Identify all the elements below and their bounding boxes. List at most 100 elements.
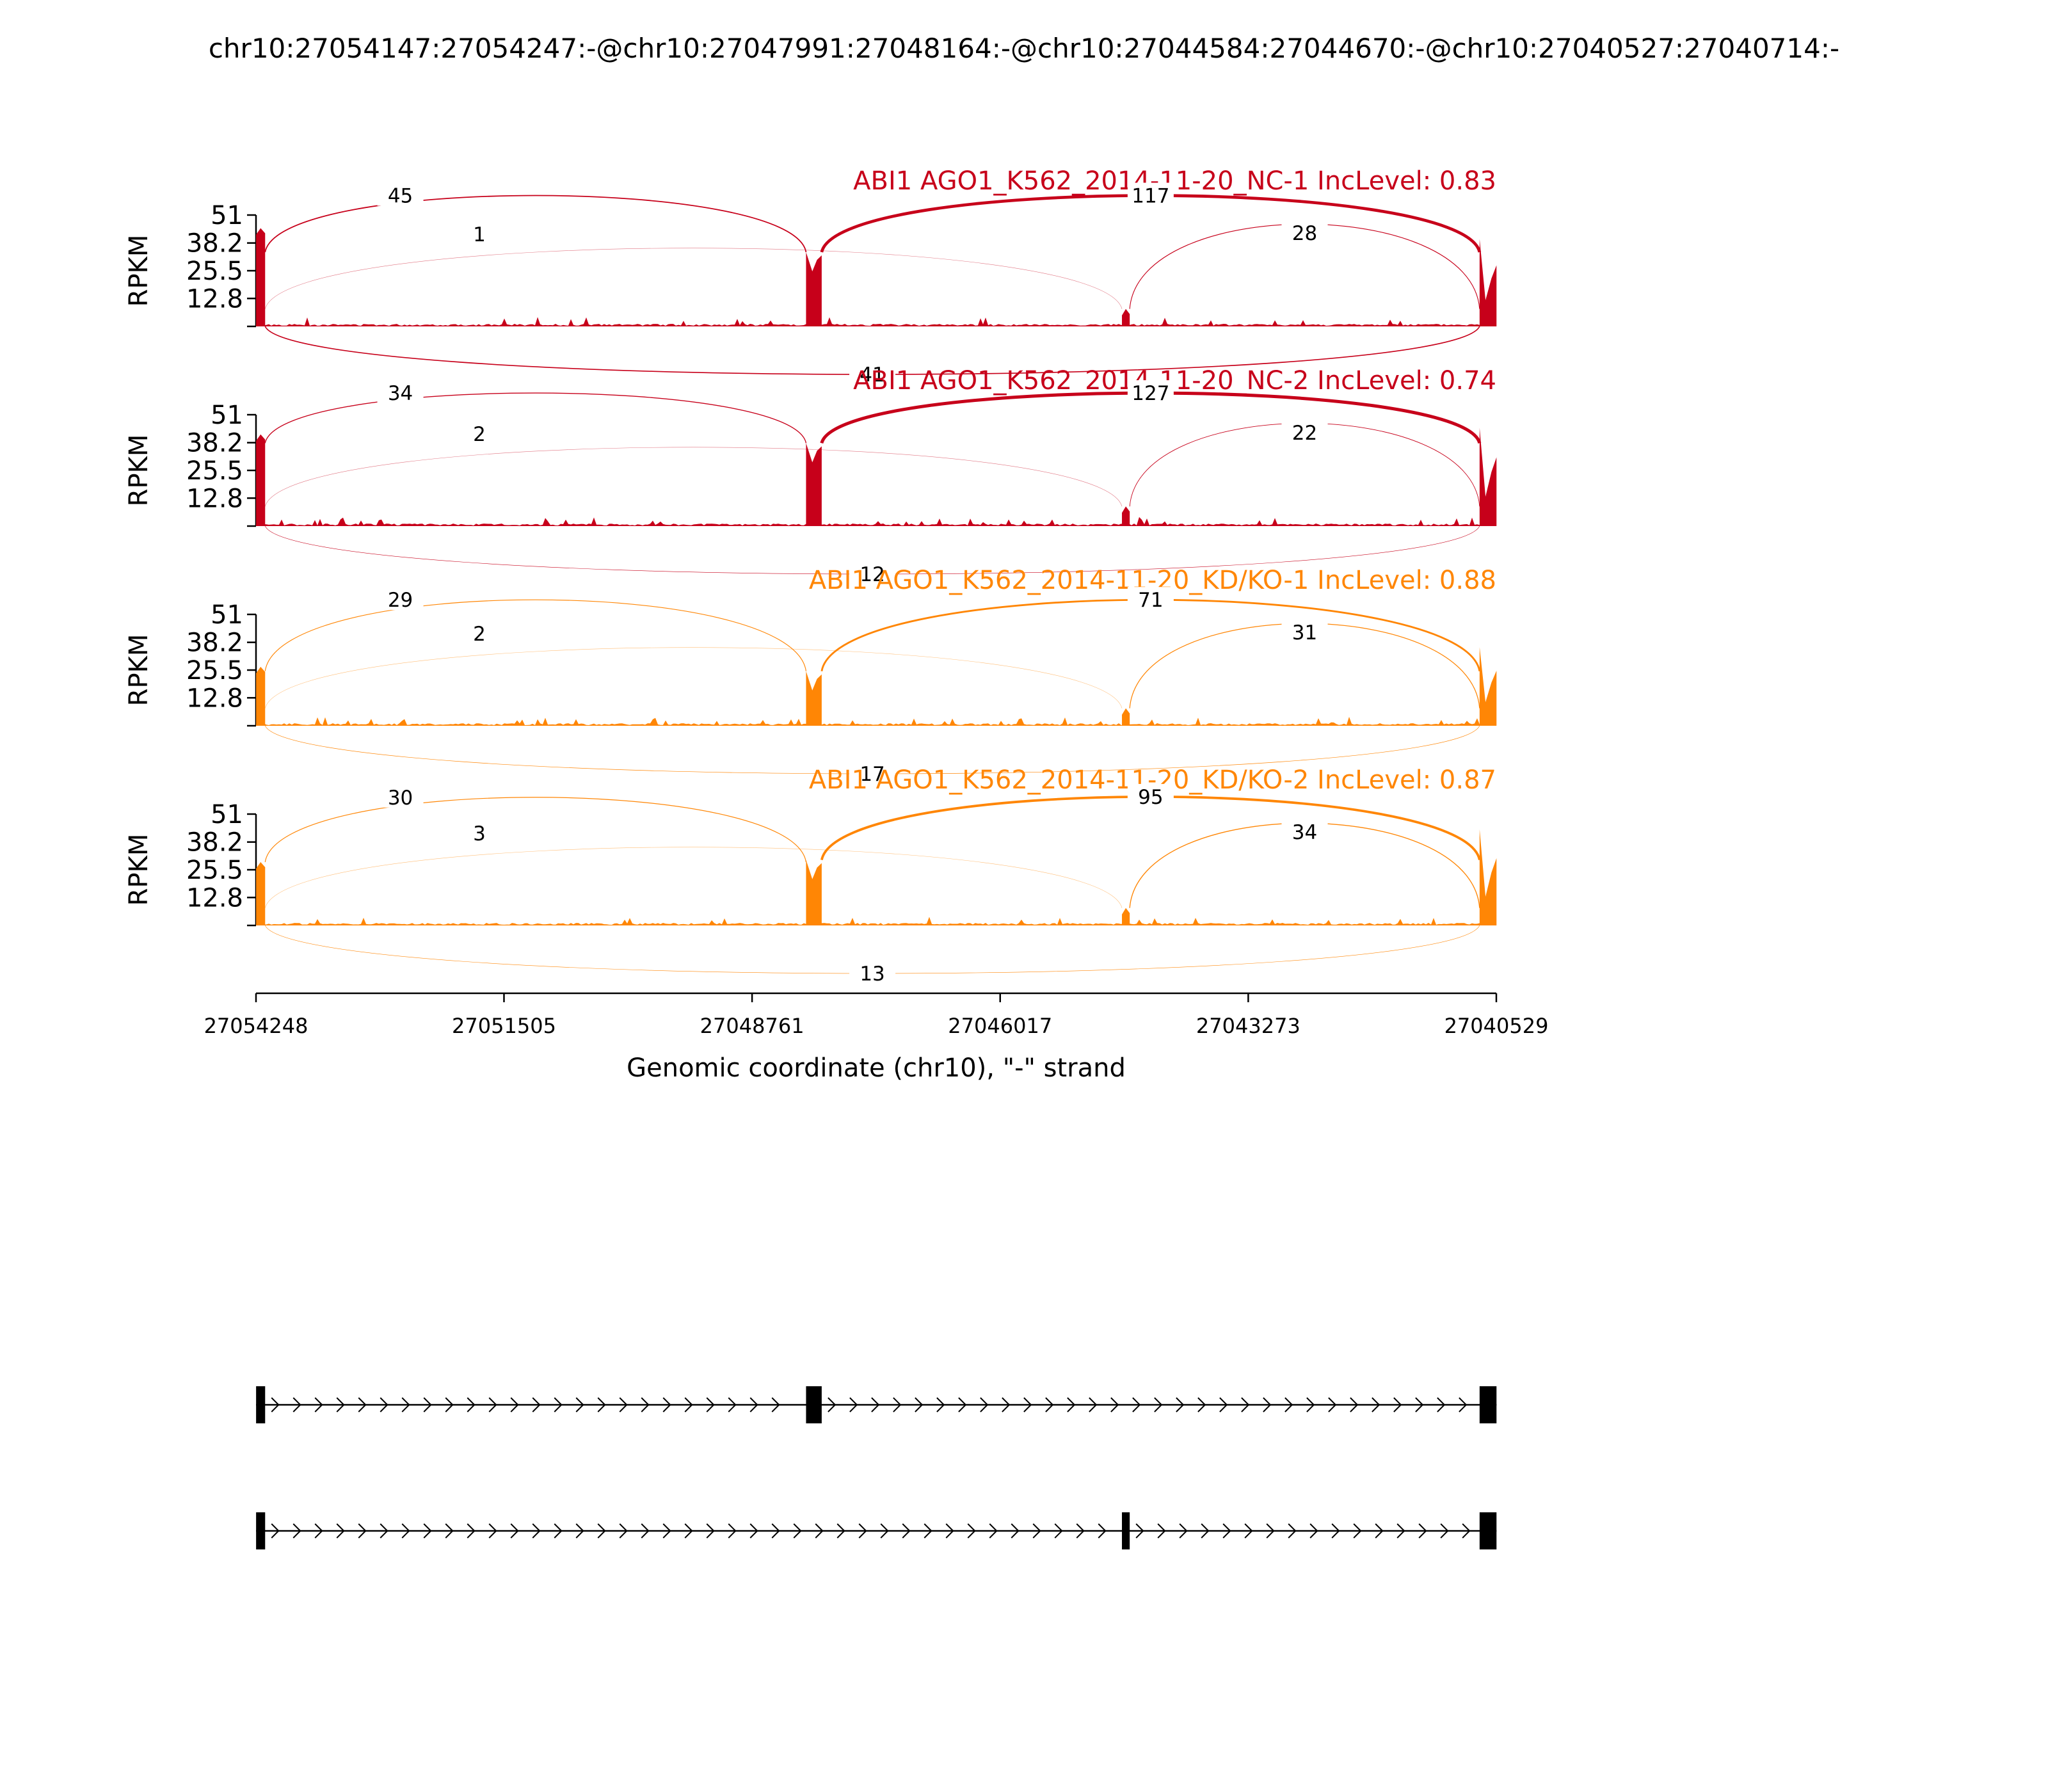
intron-coverage	[256, 516, 1496, 526]
x-tick-label: 27043273	[1196, 1014, 1300, 1038]
exon-block	[806, 1386, 822, 1423]
x-tick-label: 27046017	[948, 1014, 1052, 1038]
intron-coverage	[256, 916, 1496, 925]
panel-1: ABI1 AGO1_K562_2014-11-20_NC-1 IncLevel:…	[124, 166, 1497, 387]
x-tick-label: 27040529	[1444, 1014, 1549, 1038]
y-tick-label: 12.8	[186, 684, 243, 713]
y-tick-label: 51	[211, 600, 243, 630]
exon-coverage-4	[1479, 647, 1497, 726]
isoform-2	[256, 1512, 1497, 1549]
y-tick-label: 12.8	[186, 284, 243, 314]
exon-block	[256, 1386, 266, 1423]
x-tick-label: 27054248	[204, 1014, 308, 1038]
junction-label-bg	[1281, 819, 1328, 842]
junction-arc	[264, 248, 1123, 309]
junction-label-bg	[849, 761, 896, 784]
exon-block	[1479, 1512, 1497, 1549]
junction-count-label: 28	[1292, 222, 1317, 245]
y-tick-label: 25.5	[186, 656, 243, 685]
exon-coverage-2	[806, 860, 822, 925]
junction-count-label: 3	[473, 822, 486, 845]
y-axis-label: RPKM	[124, 834, 154, 906]
junction-count-label: 34	[388, 382, 413, 405]
panel-2: ABI1 AGO1_K562_2014-11-20_NC-2 IncLevel:…	[124, 366, 1497, 586]
panel-title: ABI1 AGO1_K562_2014-11-20_NC-1 IncLevel:…	[853, 166, 1496, 196]
junction-label-bg	[456, 621, 502, 644]
junction-count-label: 1	[473, 223, 486, 246]
junction-label-bg	[1281, 220, 1328, 243]
panel-title: ABI1 AGO1_K562_2014-11-20_NC-2 IncLevel:…	[853, 366, 1496, 396]
y-tick-label: 38.2	[186, 828, 243, 858]
strand-arrows	[1135, 1523, 1471, 1539]
junction-label-bg	[849, 561, 896, 584]
strand-arrows	[828, 1397, 1468, 1412]
y-tick-label: 12.8	[186, 883, 243, 913]
y-axis-label: RPKM	[124, 235, 154, 307]
junction-arc	[264, 847, 1123, 908]
exon-coverage-2	[806, 252, 822, 326]
junction-arc	[264, 195, 807, 253]
junction-arc	[264, 647, 1123, 708]
junction-arc	[264, 599, 807, 671]
x-axis-label: Genomic coordinate (chr10), "-" strand	[627, 1053, 1126, 1083]
exon-coverage-3	[1122, 708, 1130, 726]
panel-4: ABI1 AGO1_K562_2014-11-20_KD/KO-2 IncLev…	[124, 765, 1497, 986]
intron-coverage	[256, 317, 1496, 326]
junction-label-bg	[1127, 783, 1174, 807]
exon-block	[1479, 1386, 1497, 1423]
junction-count-label: 45	[388, 185, 413, 208]
y-tick-label: 51	[211, 401, 243, 430]
junction-label-bg	[377, 784, 424, 808]
y-tick-label: 51	[211, 800, 243, 829]
junction-count-label: 41	[860, 364, 884, 387]
panels: ABI1 AGO1_K562_2014-11-20_NC-1 IncLevel:…	[124, 166, 1497, 986]
y-axis-label: RPKM	[124, 634, 154, 707]
y-axis-label: RPKM	[124, 435, 154, 507]
x-tick-label: 27048761	[700, 1014, 804, 1038]
y-tick-label: 25.5	[186, 456, 243, 486]
junction-count-label: 30	[388, 787, 413, 810]
junction-label-bg	[849, 961, 896, 984]
junction-label-bg	[1281, 420, 1328, 443]
figure-title: chr10:27054147:27054247:-@chr10:27047991…	[209, 33, 1839, 64]
y-tick-label: 38.2	[186, 628, 243, 658]
junction-label-bg	[456, 221, 502, 244]
y-tick-label: 25.5	[186, 257, 243, 286]
exon-coverage-4	[1479, 239, 1497, 326]
junction-count-label: 34	[1292, 821, 1317, 844]
exon-coverage-3	[1122, 506, 1130, 526]
junction-count-label: 22	[1292, 422, 1317, 445]
junction-label-bg	[1127, 380, 1174, 404]
exon-coverage-4	[1479, 829, 1497, 925]
isoform-1	[256, 1386, 1497, 1423]
junction-count-label: 127	[1132, 382, 1169, 405]
junction-label-bg	[456, 820, 502, 844]
exon-block	[1122, 1512, 1130, 1549]
junction-arc	[264, 797, 807, 863]
y-tick-label: 51	[211, 201, 243, 230]
junction-arc	[264, 447, 1123, 507]
exon-coverage-2	[806, 671, 822, 726]
junction-label-bg	[1127, 587, 1174, 611]
exon-coverage-4	[1479, 428, 1497, 526]
junction-label-bg	[377, 182, 424, 206]
exon-coverage-1	[256, 228, 266, 326]
isoform-track	[256, 1386, 1497, 1549]
junction-label-bg	[849, 362, 896, 385]
exon-coverage-3	[1122, 308, 1130, 326]
junction-count-label: 31	[1292, 621, 1317, 644]
strand-arrows	[271, 1523, 1107, 1539]
panel-3: ABI1 AGO1_K562_2014-11-20_KD/KO-1 IncLev…	[124, 566, 1497, 786]
junction-label-bg	[377, 587, 424, 611]
junction-count-label: 2	[473, 623, 486, 646]
intron-coverage	[256, 717, 1496, 726]
junction-label-bg	[456, 421, 502, 444]
y-tick-label: 38.2	[186, 429, 243, 458]
junction-count-label: 71	[1138, 589, 1163, 612]
exon-block	[256, 1512, 266, 1549]
junction-count-label: 29	[388, 589, 413, 612]
x-tick-label: 27051505	[452, 1014, 556, 1038]
junction-count-label: 2	[473, 423, 486, 446]
junction-count-label: 13	[860, 963, 884, 986]
exon-coverage-1	[256, 666, 266, 726]
